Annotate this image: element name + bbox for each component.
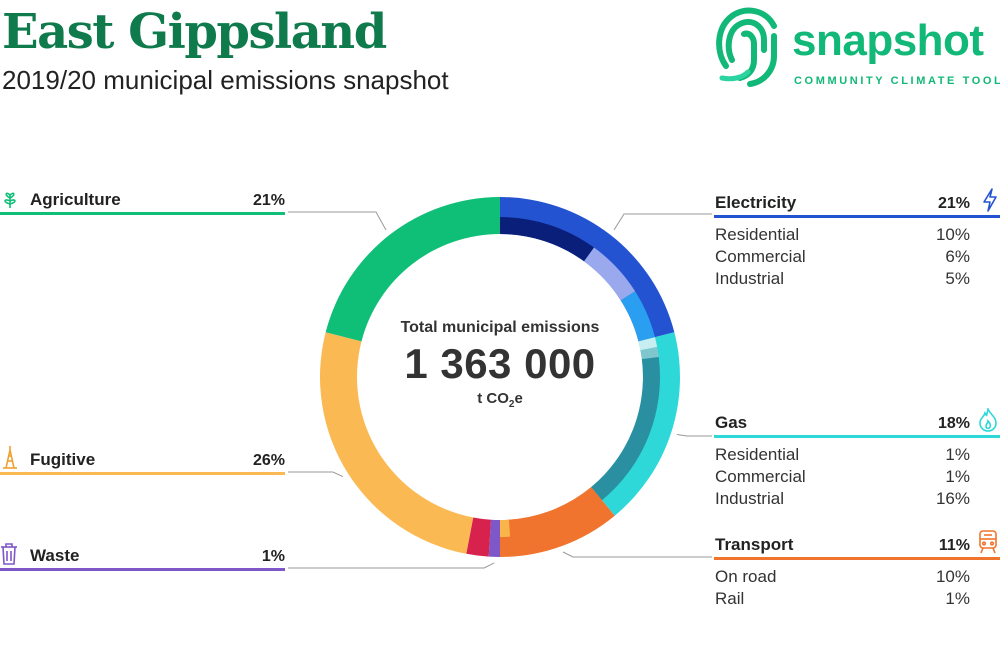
breakdown-label: Industrial	[715, 489, 784, 508]
category-rule	[714, 557, 1000, 560]
category-electricity: Electricity 21%	[714, 188, 1000, 218]
donut-center: Total municipal emissions 1 363 000 t CO…	[380, 318, 620, 414]
electricity-breakdown: Residential 10% Commercial 6% Industrial 5%	[715, 224, 970, 290]
breakdown-value: 6%	[945, 247, 970, 266]
category-transport: Transport 11%	[714, 530, 1000, 560]
breakdown-label: On road	[715, 567, 777, 586]
slice-waste	[488, 519, 500, 557]
breakdown-value: 1%	[945, 467, 970, 486]
breakdown-value: 1%	[945, 445, 970, 464]
fingerprint-logo-icon	[716, 7, 777, 87]
unit-prefix: t CO	[477, 390, 509, 407]
breakdown-row: Commercial 1%	[715, 466, 970, 488]
oil-rig-icon	[3, 446, 17, 469]
subslice-electricity-commercial	[584, 247, 636, 301]
breakdown-label: Residential	[715, 225, 800, 244]
breakdown-value: 16%	[935, 489, 970, 508]
leader-line-fugitive	[288, 471, 344, 478]
breakdown-value: 10%	[935, 567, 970, 586]
category-rule	[714, 215, 1000, 218]
breakdown-value: 10%	[935, 225, 970, 244]
category-gas: Gas 18%	[714, 408, 1000, 438]
breakdown-label: Residential	[715, 445, 800, 464]
breakdown-row: Residential 1%	[715, 444, 970, 466]
subslice-gas-industrial	[591, 356, 660, 501]
category-rule	[0, 472, 285, 475]
breakdown-row: Industrial 16%	[715, 488, 970, 510]
category-percent: 18%	[937, 415, 970, 432]
bin-icon	[1, 543, 17, 565]
subslice-transport-rail	[500, 519, 511, 537]
unit-subscript: 2	[508, 399, 515, 410]
category-percent: 21%	[252, 192, 285, 209]
flame-icon	[979, 408, 997, 432]
category-label: Gas	[715, 413, 748, 432]
snapshot-logo: snapshot COMMUNITY CLIMATE TOOL	[712, 0, 1000, 92]
subslice-electricity-residential	[500, 217, 595, 262]
breakdown-value: 5%	[945, 269, 970, 288]
breakdown-label: Commercial	[715, 467, 806, 486]
logo-tagline: COMMUNITY CLIMATE TOOL	[794, 75, 1000, 87]
category-percent: 11%	[938, 537, 970, 554]
total-label: Total municipal emissions	[400, 319, 600, 336]
subslice-electricity-industrial	[620, 291, 655, 342]
total-unit: t CO2e	[380, 390, 620, 414]
category-rule	[0, 568, 285, 571]
breakdown-row: Residential 10%	[715, 224, 970, 246]
category-label: Agriculture	[30, 190, 121, 209]
lightning-icon	[983, 188, 997, 212]
slice-waste-other	[466, 517, 492, 557]
train-icon	[979, 530, 997, 554]
page-subtitle: 2019/20 municipal emissions snapshot	[2, 65, 449, 95]
leader-line-transport	[562, 551, 712, 558]
breakdown-label: Industrial	[715, 269, 784, 288]
subslice-gas-residential	[638, 337, 658, 351]
slice-fugitive	[319, 332, 474, 554]
category-label: Fugitive	[30, 450, 96, 469]
breakdown-row: On road 10%	[715, 566, 970, 588]
leader-line-agriculture	[288, 211, 387, 231]
page-title: East Gippsland	[2, 4, 387, 60]
slice-agriculture	[325, 197, 500, 342]
category-agriculture: Agriculture 21%	[0, 189, 285, 215]
subslice-transport-on-road	[508, 487, 602, 537]
category-label: Waste	[30, 546, 80, 565]
leader-line-electricity	[613, 213, 712, 231]
category-percent: 26%	[252, 452, 285, 469]
logo-wordmark: snapshot	[792, 16, 984, 65]
subslice-gas-commercial	[640, 347, 659, 360]
breakdown-label: Rail	[715, 589, 745, 608]
category-percent: 1%	[261, 548, 285, 565]
category-label: Transport	[715, 535, 794, 554]
breakdown-row: Industrial 5%	[715, 268, 970, 290]
leader-line-gas	[676, 433, 712, 437]
category-percent: 21%	[937, 195, 970, 212]
breakdown-row: Rail 1%	[715, 588, 970, 610]
unit-suffix: e	[514, 390, 523, 407]
gas-breakdown: Residential 1% Commercial 1% Industrial 16%	[715, 444, 970, 510]
category-label: Electricity	[715, 193, 797, 212]
breakdown-label: Commercial	[715, 247, 806, 266]
category-rule	[0, 212, 285, 215]
breakdown-row: Commercial 6%	[715, 246, 970, 268]
category-fugitive: Fugitive 26%	[0, 446, 285, 475]
category-waste: Waste 1%	[0, 543, 285, 571]
breakdown-value: 1%	[945, 589, 970, 608]
category-rule	[714, 435, 1000, 438]
total-value: 1 363 000	[404, 340, 596, 387]
transport-breakdown: On road 10% Rail 1%	[715, 566, 970, 610]
plant-icon	[4, 192, 16, 208]
leader-line-waste	[288, 562, 495, 569]
